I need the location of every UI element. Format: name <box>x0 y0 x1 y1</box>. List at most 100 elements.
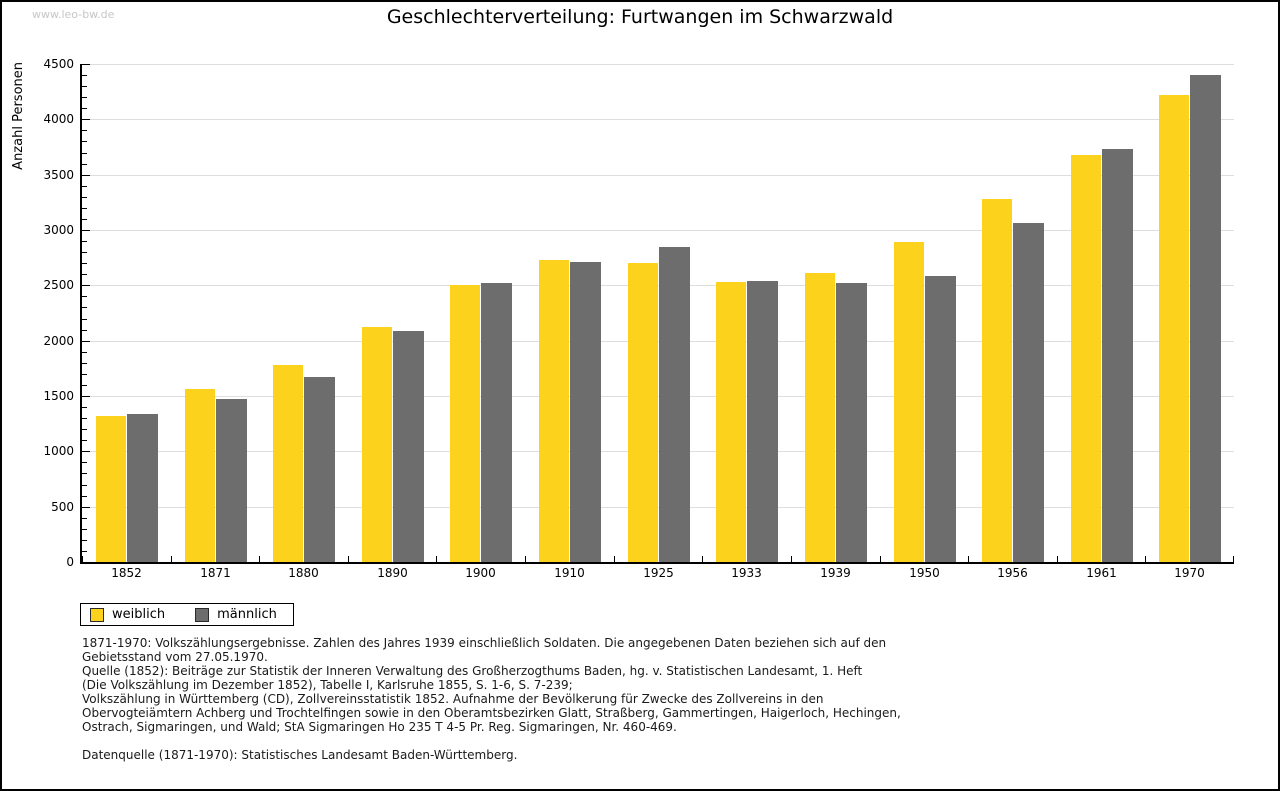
bar-männlich-1961 <box>1102 149 1133 562</box>
y-minor-tick-1400 <box>82 407 87 409</box>
x-boundary-tick-12 <box>1145 556 1146 562</box>
y-minor-tick-2300 <box>82 307 87 309</box>
bar-männlich-1939 <box>836 283 867 562</box>
legend-label-männlich: männlich <box>217 607 277 622</box>
y-minor-tick-4400 <box>82 75 87 77</box>
gridline-2500 <box>82 285 1234 287</box>
y-minor-tick-1100 <box>82 440 87 442</box>
bar-weiblich-1933 <box>716 282 746 562</box>
footnote-line-1: 1871-1970: Volkszählungsergebnisse. Zahl… <box>82 636 887 650</box>
x-boundary-tick-5 <box>525 556 526 562</box>
y-major-tick-4500 <box>82 64 90 65</box>
x-tick-label-1956: 1956 <box>997 566 1028 580</box>
x-boundary-tick-7 <box>702 556 703 562</box>
bar-männlich-1880 <box>304 377 335 562</box>
bar-männlich-1933 <box>747 281 778 562</box>
y-major-tick-1500 <box>82 396 90 397</box>
y-minor-tick-2400 <box>82 296 87 298</box>
legend: weiblich männlich <box>80 603 294 626</box>
x-boundary-tick-3 <box>348 556 349 562</box>
legend-item-weiblich: weiblich <box>90 607 165 622</box>
legend-swatch-weiblich <box>90 607 104 622</box>
y-major-tick-1000 <box>82 451 90 453</box>
x-boundary-tick-11 <box>1057 556 1058 562</box>
footnote-line-9: Datenquelle (1871-1970): Statistisches L… <box>82 748 518 762</box>
watermark-text: www.leo-bw.de <box>32 8 115 21</box>
x-tick-label-1933: 1933 <box>731 566 762 580</box>
y-minor-tick-1600 <box>82 384 87 386</box>
y-minor-tick-4200 <box>82 97 87 99</box>
y-tick-label-3000: 3000 <box>43 223 74 237</box>
bar-männlich-1925 <box>659 247 690 562</box>
footnote-line-2: Gebietsstand vom 27.05.1970. <box>82 650 268 664</box>
legend-item-männlich: männlich <box>195 607 277 622</box>
y-minor-tick-4300 <box>82 86 87 88</box>
y-minor-tick-3800 <box>82 141 87 143</box>
x-tick-label-1961: 1961 <box>1086 566 1117 580</box>
y-minor-tick-2900 <box>82 241 87 243</box>
legend-swatch-männlich <box>195 607 210 622</box>
bar-weiblich-1950 <box>894 242 924 562</box>
footnote-line-7: Ostrach, Sigmaringen, und Wald; StA Sigm… <box>82 720 677 734</box>
x-tick-label-1900: 1900 <box>465 566 496 580</box>
x-boundary-tick-6 <box>614 556 615 562</box>
y-major-tick-2000 <box>82 340 90 342</box>
x-boundary-tick-1 <box>171 556 172 562</box>
x-boundary-tick-0 <box>82 556 83 562</box>
x-tick-label-1880: 1880 <box>288 566 319 580</box>
y-minor-tick-3600 <box>82 163 87 165</box>
bar-weiblich-1956 <box>982 199 1012 562</box>
bar-weiblich-1910 <box>539 260 569 562</box>
gridline-1000 <box>82 451 1234 453</box>
gridline-500 <box>82 506 1234 508</box>
y-minor-tick-800 <box>82 473 87 475</box>
y-tick-label-2000: 2000 <box>43 333 74 348</box>
footnote-line-5: Volkszählung in Württemberg (CD), Zollve… <box>82 692 824 706</box>
y-tick-label-500: 500 <box>51 499 74 514</box>
x-boundary-tick-2 <box>259 556 260 562</box>
x-boundary-tick-4 <box>436 556 437 562</box>
bar-weiblich-1890 <box>362 327 392 562</box>
gridline-2000 <box>82 340 1234 342</box>
bar-männlich-1970 <box>1190 75 1221 562</box>
x-tick-label-1925: 1925 <box>643 566 674 580</box>
y-tick-label-2500: 2500 <box>43 278 74 293</box>
gridline-4000 <box>82 119 1234 121</box>
y-minor-tick-3300 <box>82 196 87 198</box>
y-minor-tick-3200 <box>82 207 87 209</box>
bar-weiblich-1871 <box>185 389 215 562</box>
bar-weiblich-1970 <box>1159 95 1189 562</box>
y-minor-tick-1700 <box>82 373 87 375</box>
x-tick-label-1970: 1970 <box>1174 566 1205 580</box>
y-tick-label-4000: 4000 <box>43 112 74 127</box>
bar-weiblich-1852 <box>96 416 126 562</box>
bar-weiblich-1900 <box>450 285 480 562</box>
bar-weiblich-1925 <box>628 263 658 562</box>
y-minor-tick-1300 <box>82 418 87 420</box>
y-minor-tick-2100 <box>82 329 87 331</box>
y-tick-label-4500: 4500 <box>43 57 74 71</box>
bar-männlich-1890 <box>393 331 424 562</box>
y-minor-tick-3100 <box>82 218 87 220</box>
x-boundary-tick-13 <box>1233 556 1234 562</box>
y-major-tick-500 <box>82 506 90 508</box>
y-minor-tick-600 <box>82 495 87 497</box>
gridline-3000 <box>82 230 1234 231</box>
footnote-line-8 <box>82 734 901 748</box>
y-axis-tick-labels: 0 500 1000 1500 2000 2500 3000 3500 4000 4500 <box>2 57 74 569</box>
y-minor-tick-100 <box>82 550 87 552</box>
y-tick-label-1500: 1500 <box>43 389 74 403</box>
footnotes: 1871-1970: Volkszählungsergebnisse. Zahl… <box>82 636 901 762</box>
x-tick-label-1950: 1950 <box>909 566 940 580</box>
y-minor-tick-300 <box>82 528 87 530</box>
x-boundary-tick-10 <box>968 556 969 562</box>
x-boundary-tick-8 <box>791 556 792 562</box>
bar-männlich-1910 <box>570 262 601 562</box>
y-minor-tick-900 <box>82 462 87 464</box>
gridline-4500 <box>82 64 1234 65</box>
y-tick-label-1000: 1000 <box>43 444 74 459</box>
bar-weiblich-1961 <box>1071 155 1101 562</box>
legend-label-weiblich: weiblich <box>112 607 166 622</box>
bar-männlich-1950 <box>925 276 956 562</box>
